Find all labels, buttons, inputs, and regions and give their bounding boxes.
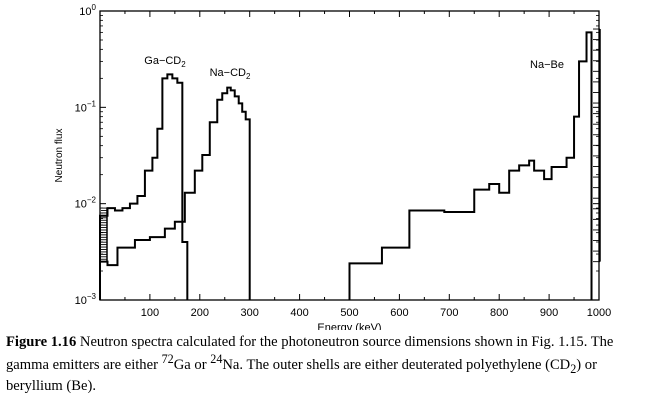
y-tick-label: 10−3	[75, 292, 97, 307]
caption-label: Figure 1.16	[6, 334, 77, 350]
x-tick-label: 400	[290, 307, 308, 319]
y-tick-label: 10−1	[75, 99, 97, 114]
series-line-ga-cd2	[99, 73, 189, 300]
series-label-sub: 2	[181, 60, 186, 69]
x-tick-label: 900	[540, 307, 558, 319]
caption-text-4: ) or beryllium (Be).	[6, 356, 597, 394]
series-label-na-cd2: Na−CD2	[210, 67, 251, 81]
y-tick-label: 100	[79, 3, 96, 18]
x-axis-label: Energy (keV)	[317, 322, 381, 330]
x-tick-label: 200	[191, 307, 209, 319]
x-tick-label: 500	[340, 307, 358, 319]
edge-bars	[100, 28, 601, 263]
caption-text-3: Na. The outer shells are either deuterat…	[222, 356, 571, 373]
caption-text-1: Neutron spectra calculated for the photo…	[6, 334, 614, 373]
caption-sup-1: 72	[161, 352, 174, 366]
x-tick-label: 1000	[587, 307, 611, 319]
y-tick-base: 10	[79, 6, 91, 18]
y-tick-exponent: −2	[87, 196, 97, 205]
caption-sub-1: 2	[570, 361, 577, 376]
series-label-sub: 2	[246, 72, 251, 81]
series-label-na-be: Na−Be	[530, 59, 564, 71]
series-line-na-cd2	[99, 86, 251, 300]
y-tick-exponent: 0	[92, 3, 97, 12]
y-tick-label: 10−2	[75, 196, 97, 211]
figure-caption: Figure 1.16 Neutron spectra calculated f…	[6, 334, 646, 395]
caption-text-2: Ga or	[173, 356, 211, 373]
series-line-na-be	[348, 31, 593, 300]
y-tick-base: 10	[75, 199, 87, 211]
x-tick-label: 600	[390, 307, 408, 319]
series-group	[99, 31, 593, 300]
y-tick-base: 10	[75, 295, 87, 307]
series-label-main: Ga−CD	[144, 55, 181, 67]
x-axis-ticks: 100 200 300 400 500 600 700 800 900 1000	[124, 11, 611, 319]
x-tick-label: 300	[241, 307, 259, 319]
y-tick-base: 10	[75, 102, 87, 114]
caption-sup-2: 24	[210, 352, 223, 366]
y-tick-exponent: −1	[87, 99, 97, 108]
y-axis-label: Neutron flux	[54, 129, 65, 183]
x-tick-label: 800	[490, 307, 508, 319]
x-tick-label: 700	[440, 307, 458, 319]
y-tick-exponent: −3	[87, 292, 97, 301]
x-tick-label: 100	[141, 307, 159, 319]
series-label-ga-cd2: Ga−CD2	[144, 55, 186, 69]
series-label-main: Na−CD	[210, 67, 246, 79]
series-label-main: Na−Be	[530, 59, 564, 71]
